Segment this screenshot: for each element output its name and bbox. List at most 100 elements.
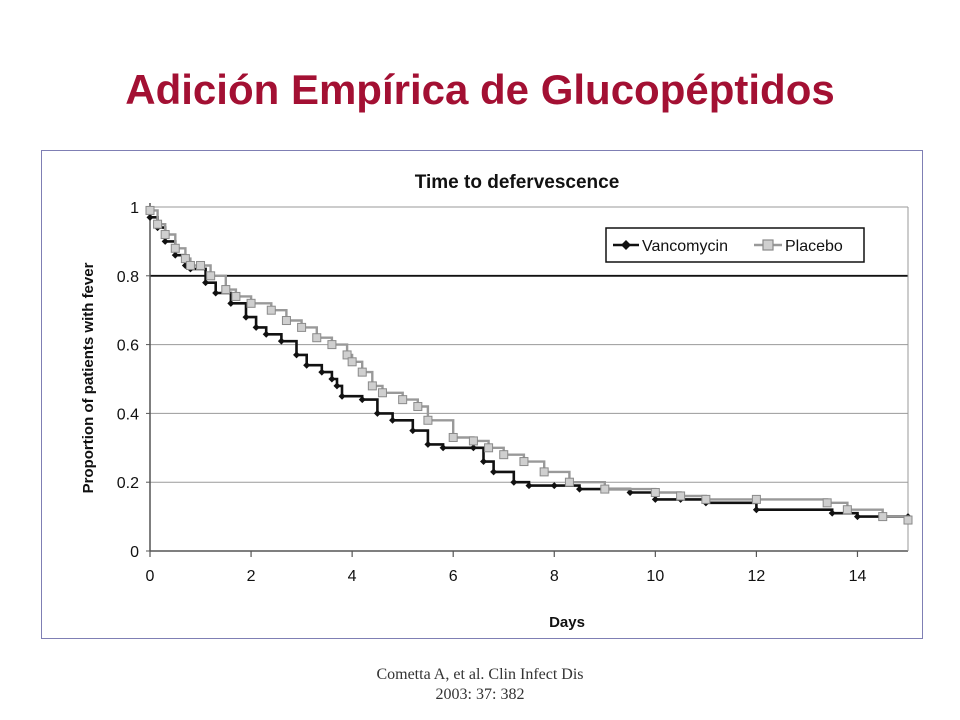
- data-point-vancomycin: [242, 313, 250, 321]
- data-point-placebo: [312, 333, 322, 343]
- y-axis-label: Proportion of patients with fever: [80, 262, 97, 493]
- data-point-placebo: [499, 450, 509, 460]
- data-point-vancomycin: [303, 361, 311, 369]
- data-point-vancomycin: [469, 444, 477, 452]
- data-point-placebo: [468, 436, 478, 446]
- data-point-vancomycin: [525, 482, 533, 490]
- x-tick-label: 6: [449, 568, 458, 585]
- chart-title: Time to defervescence: [415, 172, 620, 193]
- data-point-placebo: [650, 488, 660, 498]
- data-point-vancomycin: [252, 323, 260, 331]
- data-point-vancomycin: [277, 337, 285, 345]
- y-tick-label: 0.4: [117, 406, 139, 423]
- data-point-vancomycin: [338, 392, 346, 400]
- legend-marker-placebo: [762, 239, 774, 251]
- data-point-placebo: [357, 367, 367, 377]
- series-lines: [145, 205, 913, 525]
- km-chart: Time to defervescence 00.20.40.60.810 2 4 6…: [80, 172, 913, 631]
- data-point-vancomycin: [439, 444, 447, 452]
- data-point-vancomycin: [480, 458, 488, 466]
- data-point-placebo: [180, 254, 190, 264]
- data-point-placebo: [196, 260, 206, 270]
- data-point-vancomycin: [510, 478, 518, 486]
- data-point-placebo: [539, 467, 549, 477]
- data-point-placebo: [160, 230, 170, 240]
- x-tick-label: 4: [348, 568, 357, 585]
- data-point-vancomycin: [651, 495, 659, 503]
- x-tick-label: 12: [748, 568, 766, 585]
- data-point-vancomycin: [328, 375, 336, 383]
- citation-line-1: Cometta A, et al. Clin Infect Dis: [376, 666, 584, 683]
- data-point-placebo: [327, 340, 337, 350]
- data-point-vancomycin: [333, 382, 341, 390]
- series-markers-placebo: [145, 205, 913, 525]
- data-point-placebo: [367, 381, 377, 391]
- data-point-placebo: [266, 305, 276, 315]
- data-point-vancomycin: [853, 513, 861, 521]
- data-point-placebo: [347, 357, 357, 367]
- citation: Cometta A, et al. Clin Infect Dis 2003: …: [330, 665, 630, 705]
- data-point-placebo: [903, 515, 913, 525]
- x-tick-label: 2: [247, 568, 256, 585]
- data-point-vancomycin: [389, 416, 397, 424]
- data-point-vancomycin: [318, 368, 326, 376]
- legend-label-placebo: Placebo: [785, 238, 843, 255]
- slide-title: Adición Empírica de Glucopéptidos: [125, 66, 835, 113]
- data-point-vancomycin: [212, 289, 220, 297]
- data-point-vancomycin: [293, 351, 301, 359]
- data-point-placebo: [246, 298, 256, 308]
- data-point-placebo: [448, 432, 458, 442]
- data-point-placebo: [206, 271, 216, 281]
- data-point-vancomycin: [262, 330, 270, 338]
- y-tick-label: 0: [130, 544, 139, 561]
- chart-frame: Time to defervescence 0 0.2 0.4 0.6 0.8 1 0 2 4 6…: [41, 150, 923, 639]
- data-point-placebo: [342, 350, 352, 360]
- data-point-vancomycin: [358, 396, 366, 404]
- y-tick-label: 0.8: [117, 269, 139, 286]
- data-point-vancomycin: [490, 468, 498, 476]
- data-point-vancomycin: [576, 485, 584, 493]
- data-point-placebo: [221, 285, 231, 295]
- data-point-placebo: [878, 512, 888, 522]
- data-point-vancomycin: [626, 489, 634, 497]
- data-point-placebo: [751, 494, 761, 504]
- data-point-vancomycin: [424, 440, 432, 448]
- x-tick-label: 0: [146, 568, 155, 585]
- data-point-vancomycin: [752, 506, 760, 514]
- data-point-vancomycin: [373, 409, 381, 417]
- data-point-vancomycin: [202, 279, 210, 287]
- data-point-placebo: [842, 505, 852, 515]
- data-point-vancomycin: [227, 299, 235, 307]
- data-point-placebo: [145, 205, 155, 215]
- data-point-vancomycin: [550, 482, 558, 490]
- y-tick-label: 0.6: [117, 338, 139, 355]
- x-axis-label: Days: [549, 614, 585, 631]
- data-point-vancomycin: [409, 427, 417, 435]
- data-point-vancomycin: [171, 251, 179, 259]
- data-point-placebo: [377, 388, 387, 398]
- legend-marker-vancomycin: [621, 240, 631, 250]
- x-tick-label: 8: [550, 568, 559, 585]
- data-point-placebo: [519, 457, 529, 467]
- tick-labels: 00.20.40.60.810 2 4 6 8 10 12 14: [117, 200, 867, 585]
- data-point-placebo: [676, 491, 686, 501]
- data-point-placebo: [701, 494, 711, 504]
- data-point-vancomycin: [161, 237, 169, 245]
- data-point-vancomycin: [828, 509, 836, 517]
- x-tick-label: 14: [849, 568, 867, 585]
- data-point-placebo: [413, 402, 423, 412]
- data-point-placebo: [185, 260, 195, 270]
- data-point-placebo: [484, 443, 494, 453]
- data-point-placebo: [297, 322, 307, 332]
- data-point-placebo: [153, 219, 163, 229]
- citation-line-2: 2003: 37: 382: [435, 686, 525, 703]
- data-point-placebo: [398, 395, 408, 405]
- axes: [146, 203, 909, 557]
- data-point-placebo: [231, 291, 241, 301]
- data-point-placebo: [423, 415, 433, 425]
- data-point-placebo: [822, 498, 832, 508]
- legend-box: [605, 227, 865, 263]
- data-point-placebo: [564, 477, 574, 487]
- legend-label-vancomycin: Vancomycin: [642, 238, 728, 255]
- x-tick-label: 10: [646, 568, 664, 585]
